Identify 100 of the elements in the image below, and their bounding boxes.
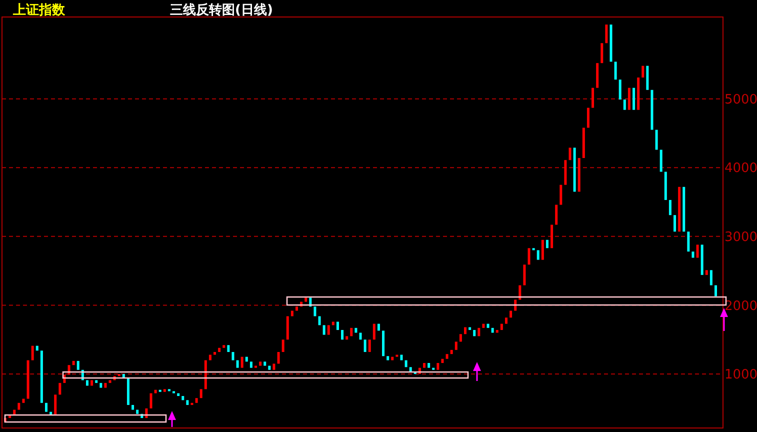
bar	[346, 336, 348, 340]
bar	[204, 360, 207, 390]
bar	[222, 345, 226, 348]
bar	[710, 270, 712, 286]
bar	[555, 204, 558, 225]
bar	[58, 382, 62, 395]
bar	[332, 322, 334, 326]
bar	[441, 358, 444, 363]
bar	[195, 398, 198, 403]
bar	[714, 285, 717, 296]
bar	[404, 360, 408, 368]
bar	[655, 130, 658, 150]
y-tick-label: 2000	[724, 298, 757, 314]
bar	[259, 362, 262, 366]
bar	[605, 24, 608, 44]
bar	[232, 352, 234, 360]
bar	[614, 62, 617, 80]
bar	[264, 362, 266, 366]
bar	[464, 327, 467, 334]
bar	[400, 354, 403, 360]
bar	[568, 148, 572, 160]
bar	[90, 380, 94, 386]
bar	[473, 330, 476, 336]
bar	[700, 244, 704, 275]
bar	[104, 382, 107, 388]
bar	[637, 78, 640, 110]
bar	[578, 158, 580, 192]
bar	[382, 330, 385, 356]
bar	[650, 90, 654, 130]
bar	[623, 100, 626, 110]
bar	[705, 270, 708, 275]
bar	[696, 244, 699, 258]
bar	[250, 362, 252, 368]
bar	[596, 63, 599, 88]
bar	[632, 88, 636, 110]
bar	[628, 88, 630, 110]
bar	[18, 402, 20, 410]
bar	[564, 160, 567, 185]
bar	[446, 354, 448, 359]
bar	[459, 334, 462, 342]
bar	[687, 232, 690, 252]
bar	[227, 345, 230, 352]
bar	[40, 350, 43, 403]
bar	[95, 380, 98, 383]
bar	[454, 342, 458, 350]
chart-subtitle: 上证指数	[12, 3, 66, 18]
bar	[660, 150, 662, 172]
bar	[100, 382, 102, 388]
bar	[610, 24, 612, 62]
bar	[295, 306, 298, 311]
y-tick-label: 5000	[724, 92, 757, 108]
bar	[646, 66, 649, 90]
y-tick-label: 1000	[724, 368, 757, 383]
bar	[486, 324, 490, 328]
bar	[54, 394, 57, 416]
bar	[600, 43, 604, 64]
bar	[523, 264, 526, 286]
bar	[482, 324, 485, 328]
bar	[31, 346, 34, 360]
bar	[86, 380, 88, 386]
bar	[536, 250, 540, 260]
bar	[272, 364, 276, 370]
bar	[304, 298, 308, 302]
bar	[546, 240, 548, 248]
bar	[245, 356, 248, 362]
bar	[491, 328, 494, 333]
bar	[22, 398, 25, 403]
bar	[372, 324, 376, 340]
bar	[327, 325, 330, 335]
bar	[386, 356, 390, 360]
bar	[364, 340, 366, 352]
bar	[341, 330, 344, 340]
bar	[423, 362, 426, 368]
bar	[314, 306, 316, 316]
bar	[592, 88, 594, 108]
bar	[286, 316, 289, 340]
bar	[560, 184, 562, 205]
bar	[236, 360, 239, 368]
bar	[550, 224, 554, 248]
bar	[336, 322, 339, 330]
bar	[282, 340, 284, 352]
bar	[154, 390, 157, 394]
bar	[163, 389, 166, 392]
bar	[368, 340, 371, 352]
bar	[350, 328, 353, 336]
bar	[290, 310, 294, 316]
bar	[72, 360, 75, 366]
bar	[668, 200, 672, 216]
bar	[573, 148, 576, 192]
bar	[126, 378, 130, 405]
bar	[377, 324, 380, 331]
bar	[36, 346, 38, 351]
bar	[208, 354, 212, 360]
bar	[618, 80, 622, 100]
bar	[218, 348, 221, 352]
bar	[44, 402, 48, 412]
bar	[322, 325, 326, 335]
chart-title: 三线反转图(日线)	[170, 2, 273, 18]
bar	[76, 360, 80, 370]
bar	[428, 362, 430, 368]
